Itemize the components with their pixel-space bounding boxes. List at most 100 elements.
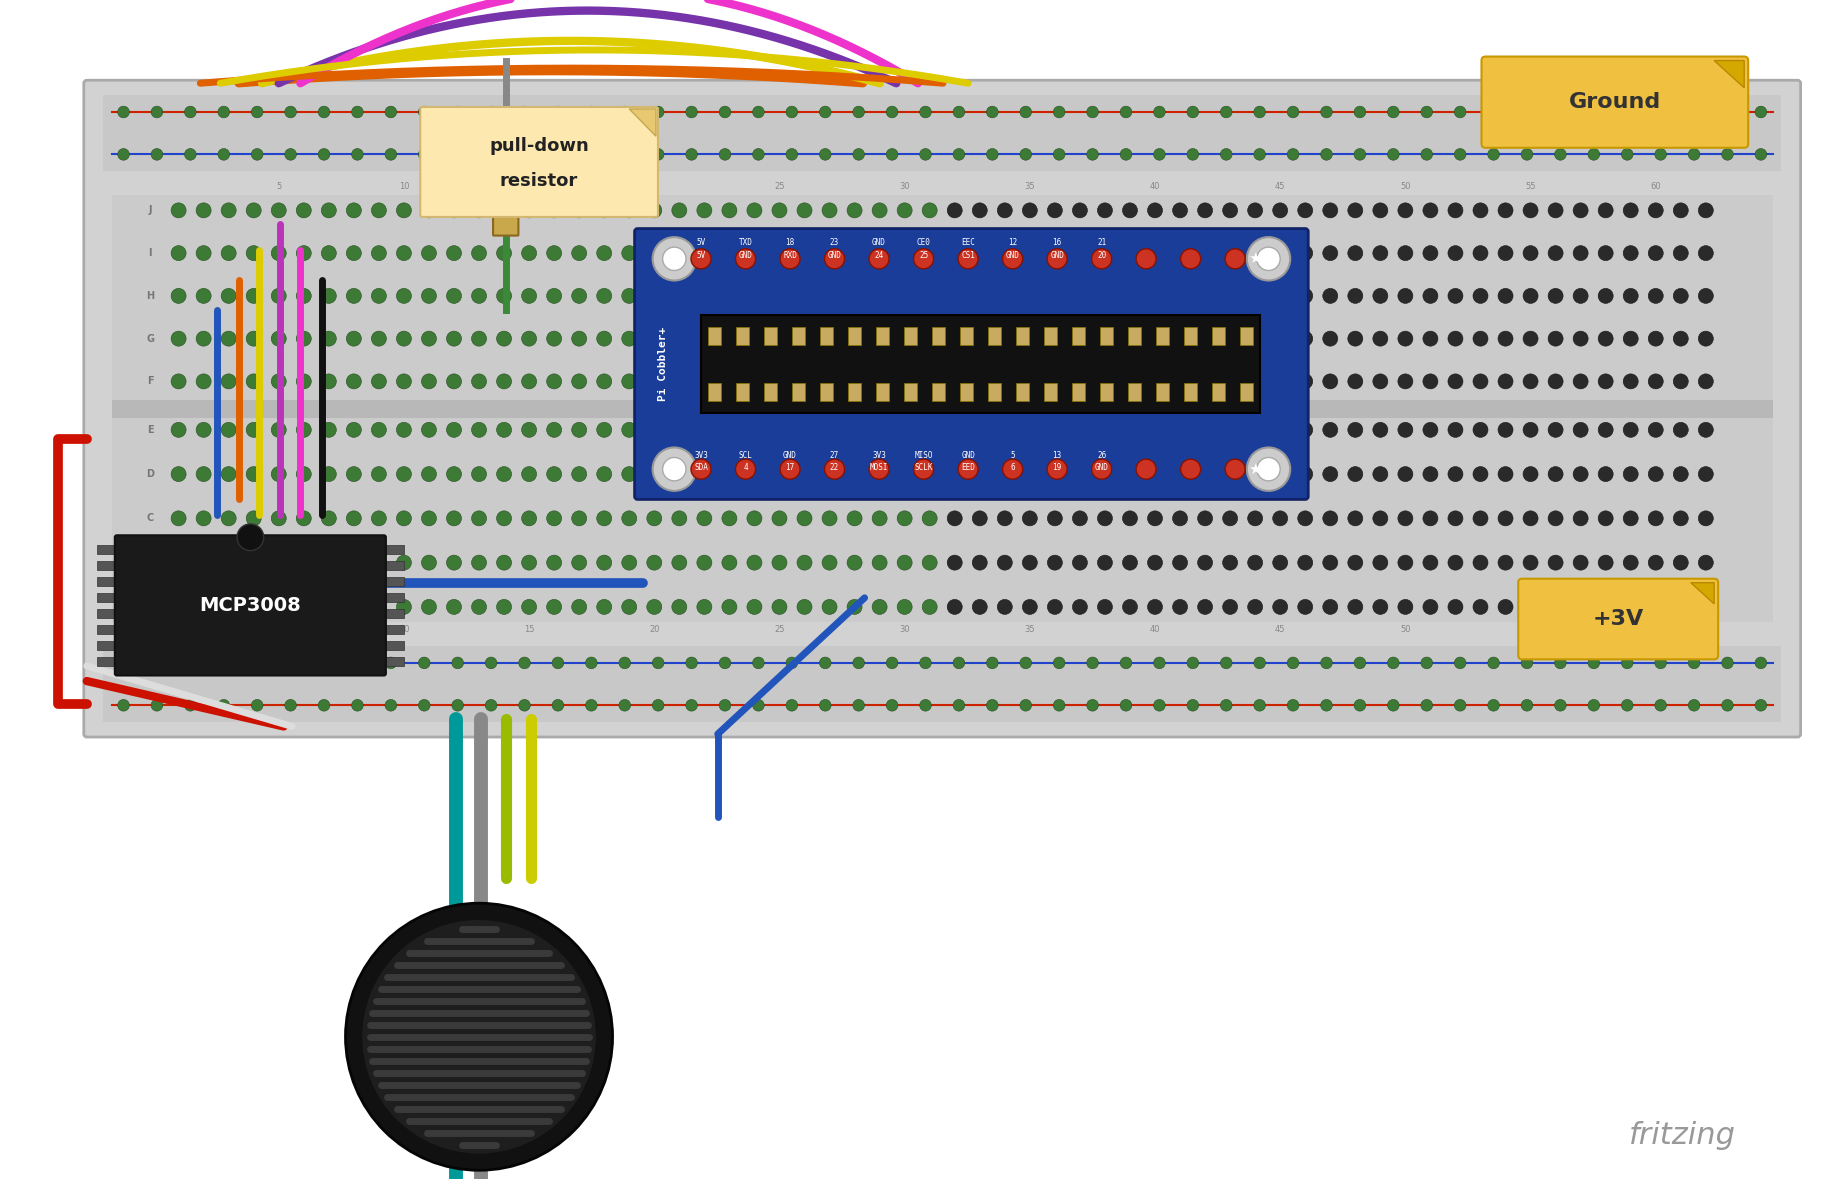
Circle shape	[736, 459, 756, 479]
Circle shape	[151, 106, 163, 118]
Circle shape	[887, 106, 898, 118]
Circle shape	[1449, 289, 1463, 303]
Circle shape	[1524, 374, 1539, 389]
Text: 25: 25	[775, 182, 784, 191]
Circle shape	[1548, 511, 1562, 526]
Circle shape	[1348, 555, 1362, 571]
Circle shape	[472, 203, 487, 218]
Circle shape	[797, 511, 812, 526]
Circle shape	[953, 149, 964, 160]
Text: 30: 30	[900, 625, 911, 634]
Text: 16: 16	[1052, 238, 1061, 246]
Circle shape	[973, 555, 988, 571]
Text: 50: 50	[1401, 182, 1410, 191]
Circle shape	[521, 245, 536, 261]
Circle shape	[472, 374, 487, 389]
Circle shape	[1573, 422, 1588, 437]
Circle shape	[1148, 245, 1162, 261]
Circle shape	[1098, 422, 1113, 437]
Circle shape	[1322, 511, 1338, 526]
Text: GND: GND	[960, 452, 975, 460]
Circle shape	[1054, 699, 1065, 711]
Circle shape	[1320, 699, 1333, 711]
Circle shape	[922, 467, 936, 481]
Circle shape	[685, 657, 698, 668]
Text: MISO: MISO	[914, 452, 933, 460]
Circle shape	[780, 459, 800, 479]
Circle shape	[1373, 422, 1388, 437]
Circle shape	[296, 331, 312, 347]
Text: 25: 25	[920, 251, 929, 261]
Circle shape	[1197, 203, 1212, 218]
Circle shape	[547, 599, 562, 614]
Bar	[876, 327, 889, 345]
Circle shape	[920, 149, 931, 160]
Circle shape	[1623, 511, 1638, 526]
Circle shape	[872, 599, 887, 614]
Circle shape	[1498, 599, 1513, 614]
Circle shape	[646, 203, 661, 218]
Text: 3V3: 3V3	[694, 452, 709, 460]
Circle shape	[823, 422, 837, 437]
Circle shape	[1348, 422, 1362, 437]
Circle shape	[1148, 374, 1162, 389]
FancyBboxPatch shape	[84, 80, 1801, 737]
Text: 25: 25	[775, 625, 784, 634]
Circle shape	[652, 237, 696, 281]
Text: J: J	[149, 205, 152, 216]
Circle shape	[947, 422, 962, 437]
Bar	[1157, 327, 1170, 345]
Bar	[112, 400, 1772, 417]
Circle shape	[1348, 203, 1362, 218]
Circle shape	[1373, 599, 1388, 614]
Text: MOSI: MOSI	[870, 463, 889, 472]
Circle shape	[1755, 657, 1766, 668]
Circle shape	[1548, 203, 1562, 218]
Circle shape	[521, 467, 536, 481]
Circle shape	[1023, 511, 1037, 526]
Circle shape	[1421, 106, 1432, 118]
Circle shape	[685, 699, 698, 711]
Circle shape	[496, 599, 512, 614]
Circle shape	[1573, 555, 1588, 571]
Circle shape	[786, 149, 797, 160]
Circle shape	[1072, 245, 1087, 261]
Circle shape	[446, 203, 461, 218]
Circle shape	[422, 331, 437, 347]
Circle shape	[1449, 374, 1463, 389]
Circle shape	[1248, 599, 1263, 614]
Circle shape	[872, 555, 887, 571]
Circle shape	[272, 422, 286, 437]
Circle shape	[722, 599, 736, 614]
Circle shape	[347, 422, 362, 437]
Circle shape	[518, 106, 531, 118]
Circle shape	[252, 699, 263, 711]
Circle shape	[997, 467, 1012, 481]
Circle shape	[973, 599, 988, 614]
Circle shape	[1449, 422, 1463, 437]
Circle shape	[1597, 289, 1614, 303]
Circle shape	[1649, 331, 1663, 347]
Circle shape	[1023, 331, 1037, 347]
Circle shape	[1524, 289, 1539, 303]
Bar	[1212, 327, 1225, 345]
Circle shape	[347, 245, 362, 261]
Circle shape	[872, 203, 887, 218]
Bar	[1045, 327, 1058, 345]
Circle shape	[272, 511, 286, 526]
Circle shape	[1673, 555, 1689, 571]
Circle shape	[1397, 511, 1414, 526]
Circle shape	[652, 657, 665, 668]
Circle shape	[196, 511, 211, 526]
Bar	[988, 383, 1001, 401]
Circle shape	[1454, 149, 1465, 160]
Circle shape	[1047, 555, 1063, 571]
Circle shape	[521, 422, 536, 437]
Circle shape	[272, 467, 286, 481]
Text: 5: 5	[275, 625, 281, 634]
Circle shape	[1597, 374, 1614, 389]
Circle shape	[1472, 374, 1487, 389]
Circle shape	[1689, 699, 1700, 711]
Bar	[382, 545, 404, 554]
Circle shape	[1098, 374, 1113, 389]
